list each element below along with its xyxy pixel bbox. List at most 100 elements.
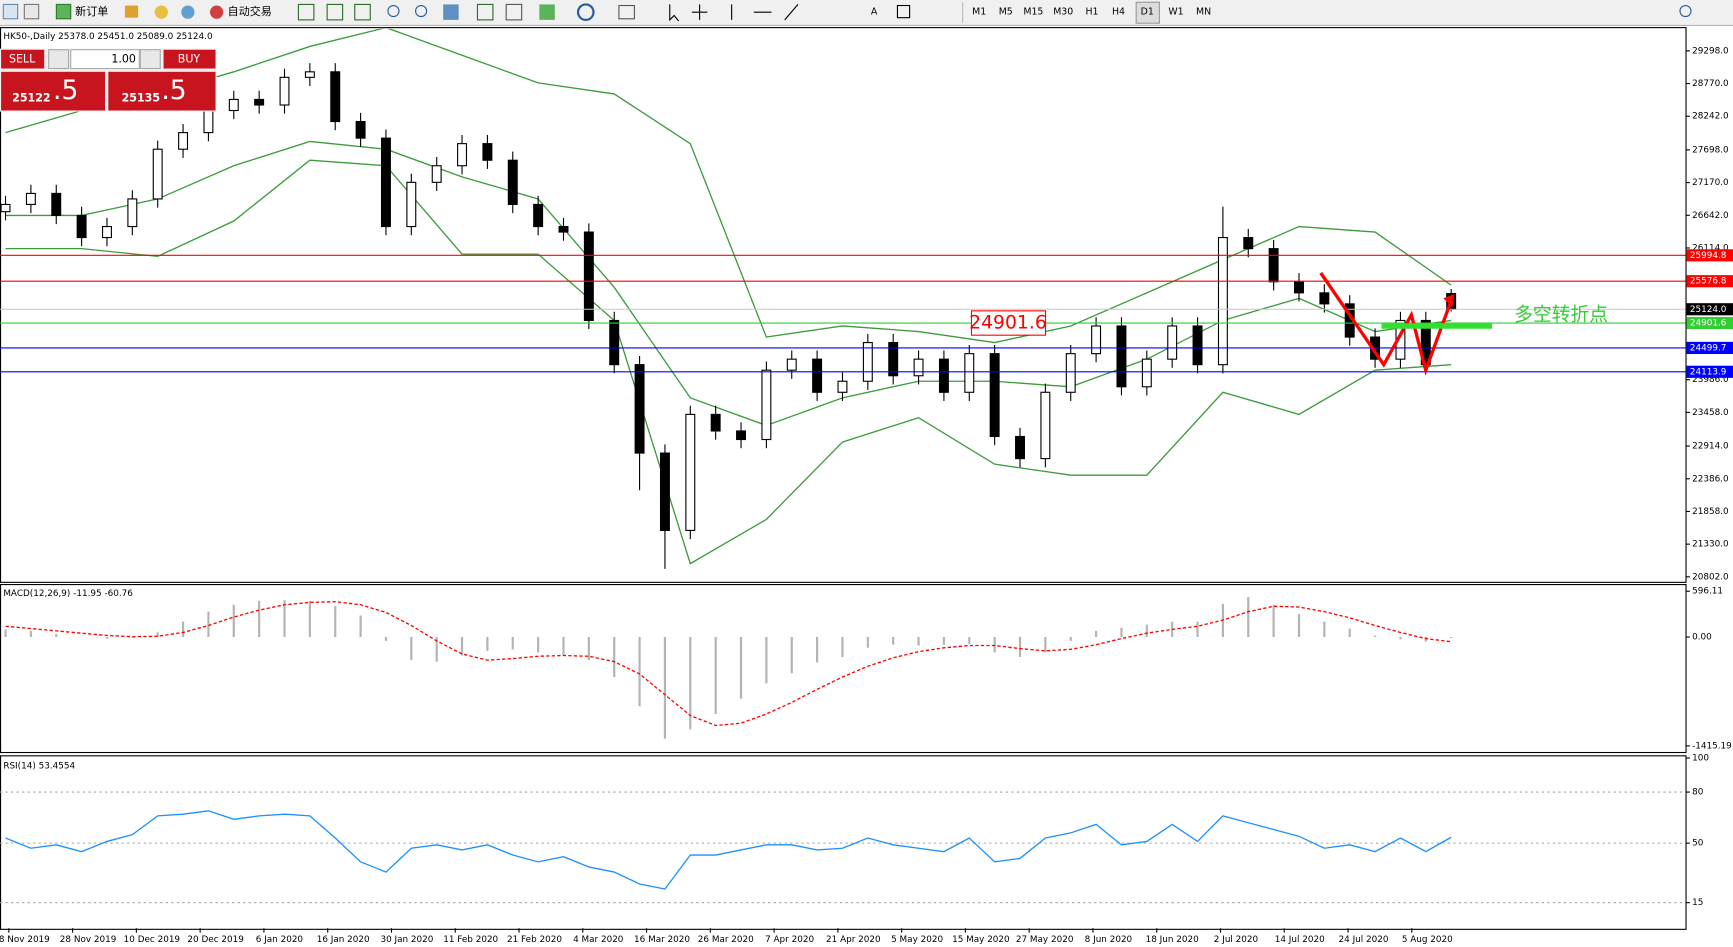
candle-body: [1141, 358, 1152, 388]
rsi-line: [5, 810, 1452, 890]
buy-button[interactable]: [163, 49, 216, 69]
candle-body: [1268, 248, 1279, 283]
buy-price-box[interactable]: [108, 71, 216, 111]
x-tick-label: 28 Nov 2019: [60, 935, 117, 945]
candle-body: [761, 369, 772, 441]
candle-body: [1294, 281, 1304, 294]
candle-body: [25, 192, 36, 205]
price-label-box: [1686, 275, 1733, 288]
sell-price-box[interactable]: [1, 71, 105, 111]
x-tick-label: 4 Mar 2020: [573, 935, 624, 945]
candle-body: [1091, 325, 1102, 355]
icon[interactable]: [1679, 4, 1692, 18]
icon[interactable]: [669, 4, 680, 22]
x-tick-label: 7 Apr 2020: [765, 935, 814, 945]
candle-body: [1015, 435, 1025, 460]
icon[interactable]: [691, 4, 708, 20]
price-label-box: [1686, 249, 1733, 262]
candle-body: [1065, 353, 1076, 393]
candle-body: [786, 358, 797, 371]
lot-input[interactable]: [70, 49, 140, 70]
x-tick-label: 8 Jun 2020: [1085, 935, 1133, 945]
x-tick-label: 14 Jul 2020: [1275, 935, 1325, 945]
x-tick-label: 27 May 2020: [1016, 935, 1074, 945]
candle-body: [279, 76, 290, 106]
icon[interactable]: [181, 5, 195, 19]
y-tick-label: 28242.0: [1692, 112, 1729, 122]
x-tick-label: 20 Dec 2019: [187, 935, 243, 945]
sell-button[interactable]: [1, 49, 45, 69]
candle-body: [51, 192, 62, 217]
toolbar-bg: [0, 0, 1733, 26]
timeframe-button[interactable]: H1: [1085, 7, 1098, 18]
panel-title: HK50-,Daily 25378.0 25451.0 25089.0 2512…: [3, 32, 213, 42]
candle-body: [659, 452, 670, 531]
sell-price: 25122: [12, 91, 50, 104]
annotation-price: 24901.6: [969, 313, 1047, 334]
icon[interactable]: [415, 4, 428, 18]
y-tick-label: 50: [1692, 839, 1704, 849]
price-label-box: [1686, 341, 1733, 354]
x-tick-label: 11 Feb 2020: [443, 935, 498, 945]
main-plot: 24901.6: [0, 28, 1686, 569]
buy-label[interactable]: BUY: [178, 53, 201, 66]
icon[interactable]: [55, 3, 72, 20]
icon[interactable]: [476, 3, 494, 21]
icon[interactable]: [297, 3, 315, 21]
icon[interactable]: [209, 5, 224, 19]
y-tick-label: 26114.0: [1692, 243, 1729, 253]
candle-body: [862, 342, 873, 382]
icon[interactable]: [443, 4, 459, 20]
y-tick-label: 27698.0: [1692, 145, 1729, 155]
icon[interactable]: [576, 3, 595, 21]
x-tick-label: 15 May 2020: [952, 935, 1010, 945]
candle-body: [304, 71, 315, 78]
x-tick-label: 21 Feb 2020: [507, 935, 562, 945]
candle-body: [1116, 325, 1127, 388]
y-tick-label: 22386.0: [1692, 474, 1729, 484]
icon[interactable]: [896, 4, 911, 19]
icon[interactable]: A: [871, 7, 878, 18]
candle-body: [1192, 325, 1203, 366]
lot-down[interactable]: [48, 49, 70, 70]
candle-body: [913, 358, 924, 377]
candle-body: [203, 109, 214, 134]
price-label: 25124.0: [1690, 305, 1727, 315]
icon[interactable]: [354, 3, 371, 21]
candle-body: [812, 358, 823, 393]
icon[interactable]: [2, 3, 19, 20]
sell-label[interactable]: SELL: [9, 53, 36, 66]
timeframe-button[interactable]: H4: [1112, 7, 1125, 18]
auto-trading[interactable]: 自动交易: [228, 4, 272, 18]
icon[interactable]: [124, 5, 139, 18]
panels: [0, 27, 1687, 930]
y-tick-label: 20802.0: [1692, 572, 1729, 582]
new-order[interactable]: 新订单: [75, 4, 108, 18]
timeframe-button[interactable]: M1: [972, 7, 986, 18]
y-tick-label: 28770.0: [1692, 79, 1729, 89]
lot-up[interactable]: [139, 49, 161, 70]
bollinger-band: [5, 28, 1452, 344]
timeframe-button[interactable]: D1: [1141, 7, 1154, 18]
timeframe-button[interactable]: M30: [1053, 7, 1073, 18]
y-tick-label: 0.00: [1692, 633, 1712, 643]
timeframe-button[interactable]: M15: [1023, 7, 1043, 18]
timeframe-button[interactable]: M5: [999, 7, 1013, 18]
icon[interactable]: [23, 3, 40, 20]
timeframe-button[interactable]: MN: [1196, 7, 1211, 18]
lot-value[interactable]: 1.00: [111, 53, 136, 66]
icon[interactable]: [731, 4, 799, 21]
icon[interactable]: [505, 3, 523, 21]
icon[interactable]: [387, 4, 400, 18]
icon[interactable]: [539, 4, 555, 20]
icon[interactable]: [326, 3, 344, 21]
macd-frame: [0, 584, 1687, 754]
rsi-plot: [0, 791, 1686, 904]
y-tick-label: 26642.0: [1692, 211, 1729, 221]
icon[interactable]: [618, 4, 635, 20]
candle-body: [1040, 391, 1051, 460]
timeframe-button[interactable]: W1: [1168, 7, 1183, 18]
icon[interactable]: [154, 5, 168, 19]
